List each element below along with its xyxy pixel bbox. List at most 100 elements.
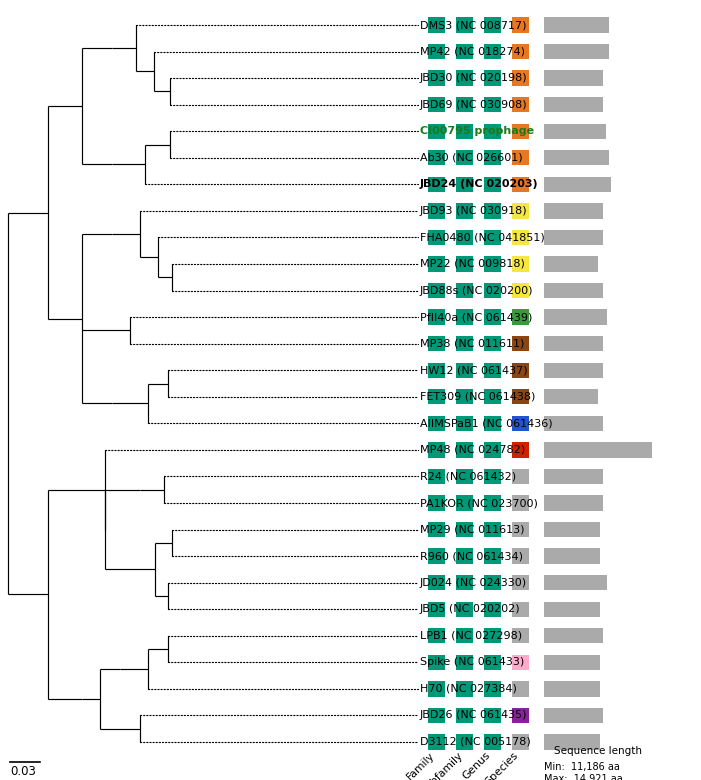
Bar	[512, 389, 529, 405]
Bar	[544, 97, 604, 112]
Bar	[484, 310, 501, 324]
Bar	[512, 495, 529, 511]
Bar	[484, 389, 501, 405]
Text: JBD26 (NC 061435): JBD26 (NC 061435)	[420, 711, 527, 721]
Bar	[484, 17, 501, 33]
Text: Max:  14,921 aa: Max: 14,921 aa	[544, 774, 622, 780]
Bar	[428, 707, 445, 723]
Bar	[456, 44, 473, 59]
Bar	[484, 601, 501, 617]
Text: Min:  11,186 aa: Min: 11,186 aa	[544, 762, 620, 772]
Bar	[456, 416, 473, 431]
Bar	[512, 442, 529, 458]
Bar	[456, 176, 473, 192]
Bar	[512, 734, 529, 750]
Bar	[544, 257, 598, 271]
Bar	[428, 230, 445, 245]
Bar	[512, 310, 529, 324]
Bar	[512, 601, 529, 617]
Bar	[428, 628, 445, 644]
Bar	[456, 601, 473, 617]
Bar	[544, 363, 604, 378]
Bar	[456, 97, 473, 112]
Bar	[456, 257, 473, 271]
Bar	[428, 336, 445, 351]
Bar	[512, 176, 529, 192]
Bar	[456, 495, 473, 511]
Bar	[456, 123, 473, 139]
Text: MP38 (NC 011611): MP38 (NC 011611)	[420, 339, 524, 349]
Bar	[544, 707, 604, 723]
Text: MP22 (NC 009818): MP22 (NC 009818)	[420, 259, 525, 269]
Bar	[484, 548, 501, 564]
Bar	[544, 654, 600, 670]
Bar	[512, 681, 529, 697]
Text: D3112 (NC 005178): D3112 (NC 005178)	[420, 737, 531, 747]
Bar	[512, 257, 529, 271]
Bar	[428, 469, 445, 484]
Text: DMS3 (NC 008717): DMS3 (NC 008717)	[420, 20, 526, 30]
Bar	[512, 70, 529, 86]
Bar	[484, 522, 501, 537]
Bar	[456, 548, 473, 564]
Bar	[428, 97, 445, 112]
Text: LPB1 (NC 027298): LPB1 (NC 027298)	[420, 631, 522, 641]
Bar	[512, 97, 529, 112]
Bar	[544, 575, 606, 590]
Text: JBD69 (NC 030908): JBD69 (NC 030908)	[420, 100, 528, 110]
Bar	[484, 176, 501, 192]
Bar	[428, 681, 445, 697]
Bar	[512, 416, 529, 431]
Bar	[456, 310, 473, 324]
Bar	[544, 17, 608, 33]
Bar	[484, 575, 501, 590]
Bar	[456, 681, 473, 697]
Bar	[544, 522, 600, 537]
Bar	[544, 230, 604, 245]
Bar	[484, 70, 501, 86]
Bar	[428, 44, 445, 59]
Bar	[428, 548, 445, 564]
Bar	[544, 548, 600, 564]
Bar	[456, 389, 473, 405]
Bar	[512, 575, 529, 590]
Text: MP42 (NC 018274): MP42 (NC 018274)	[420, 47, 525, 57]
Bar	[544, 176, 611, 192]
Text: H70 (NC 027384): H70 (NC 027384)	[420, 684, 517, 694]
Bar	[544, 150, 608, 165]
Bar	[428, 283, 445, 298]
Bar	[484, 230, 501, 245]
Text: Sequence length: Sequence length	[554, 746, 642, 756]
Bar	[428, 203, 445, 218]
Text: Family: Family	[404, 750, 437, 780]
Bar	[484, 469, 501, 484]
Text: MP29 (NC 011613): MP29 (NC 011613)	[420, 525, 524, 534]
Bar	[428, 176, 445, 192]
Text: Genus: Genus	[461, 750, 493, 780]
Bar	[512, 336, 529, 351]
Bar	[484, 150, 501, 165]
Bar	[512, 654, 529, 670]
Bar	[484, 707, 501, 723]
Bar	[428, 416, 445, 431]
Text: JD024 (NC 024330): JD024 (NC 024330)	[420, 578, 527, 587]
Bar	[544, 442, 652, 458]
Bar	[512, 522, 529, 537]
Bar	[456, 575, 473, 590]
Text: AIIMSPaB1 (NC 061436): AIIMSPaB1 (NC 061436)	[420, 418, 552, 428]
Bar	[428, 442, 445, 458]
Bar	[512, 283, 529, 298]
Bar	[456, 283, 473, 298]
Text: FET309 (NC 061438): FET309 (NC 061438)	[420, 392, 536, 402]
Bar	[544, 123, 606, 139]
Bar	[512, 123, 529, 139]
Bar	[456, 707, 473, 723]
Bar	[512, 548, 529, 564]
Bar	[428, 522, 445, 537]
Text: MP48 (NC 024782): MP48 (NC 024782)	[420, 445, 525, 455]
Text: PA1KOR (NC 023700): PA1KOR (NC 023700)	[420, 498, 538, 508]
Bar	[428, 601, 445, 617]
Bar	[484, 97, 501, 112]
Text: R960 (NC 061434): R960 (NC 061434)	[420, 551, 523, 561]
Bar	[544, 203, 604, 218]
